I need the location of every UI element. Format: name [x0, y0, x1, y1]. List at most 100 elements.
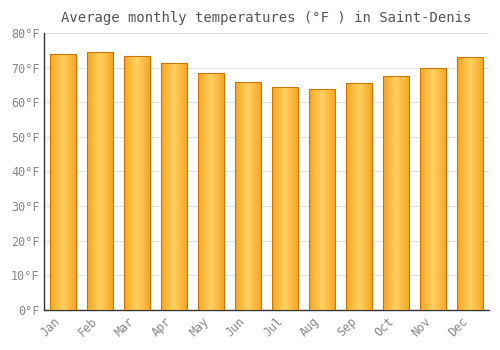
Bar	[198, 73, 224, 310]
Bar	[361, 83, 362, 310]
Bar	[95, 52, 96, 310]
Bar	[312, 89, 313, 310]
Bar	[368, 83, 369, 310]
Bar	[105, 52, 106, 310]
Bar	[178, 63, 180, 310]
Bar	[216, 73, 217, 310]
Bar	[161, 63, 162, 310]
Bar	[243, 82, 244, 310]
Bar	[440, 68, 441, 310]
Bar	[282, 87, 284, 310]
Bar	[124, 56, 150, 310]
Bar	[134, 56, 135, 310]
Bar	[128, 56, 130, 310]
Bar	[278, 87, 280, 310]
Bar	[145, 56, 146, 310]
Bar	[464, 57, 465, 310]
Bar	[475, 57, 476, 310]
Bar	[131, 56, 132, 310]
Bar	[421, 68, 422, 310]
Bar	[184, 63, 185, 310]
Bar	[254, 82, 256, 310]
Bar	[437, 68, 438, 310]
Bar	[223, 73, 224, 310]
Bar	[70, 54, 71, 310]
Bar	[213, 73, 214, 310]
Bar	[294, 87, 295, 310]
Bar	[330, 89, 332, 310]
Bar	[138, 56, 139, 310]
Bar	[352, 83, 353, 310]
Bar	[469, 57, 470, 310]
Bar	[91, 52, 92, 310]
Bar	[326, 89, 327, 310]
Bar	[210, 73, 211, 310]
Bar	[322, 89, 323, 310]
Bar	[400, 76, 401, 310]
Bar	[63, 54, 64, 310]
Bar	[133, 56, 134, 310]
Bar	[273, 87, 274, 310]
Bar	[58, 54, 59, 310]
Bar	[390, 76, 391, 310]
Bar	[217, 73, 218, 310]
Bar	[404, 76, 406, 310]
Bar	[161, 63, 187, 310]
Bar	[432, 68, 434, 310]
Bar	[384, 76, 409, 310]
Bar	[135, 56, 136, 310]
Bar	[144, 56, 145, 310]
Bar	[445, 68, 446, 310]
Bar	[401, 76, 402, 310]
Bar	[176, 63, 178, 310]
Bar	[402, 76, 403, 310]
Bar	[171, 63, 172, 310]
Bar	[221, 73, 222, 310]
Bar	[74, 54, 76, 310]
Bar	[239, 82, 240, 310]
Bar	[183, 63, 184, 310]
Bar	[104, 52, 105, 310]
Bar	[68, 54, 69, 310]
Bar	[393, 76, 394, 310]
Bar	[66, 54, 67, 310]
Bar	[167, 63, 168, 310]
Bar	[166, 63, 167, 310]
Bar	[96, 52, 97, 310]
Bar	[397, 76, 398, 310]
Bar	[180, 63, 181, 310]
Bar	[444, 68, 445, 310]
Bar	[479, 57, 480, 310]
Bar	[353, 83, 354, 310]
Bar	[212, 73, 213, 310]
Bar	[364, 83, 365, 310]
Bar	[143, 56, 144, 310]
Bar	[186, 63, 187, 310]
Bar	[365, 83, 366, 310]
Bar	[252, 82, 254, 310]
Bar	[350, 83, 351, 310]
Bar	[199, 73, 200, 310]
Bar	[328, 89, 330, 310]
Bar	[256, 82, 257, 310]
Bar	[141, 56, 142, 310]
Bar	[477, 57, 478, 310]
Bar	[65, 54, 66, 310]
Bar	[323, 89, 324, 310]
Bar	[467, 57, 468, 310]
Bar	[215, 73, 216, 310]
Bar	[169, 63, 170, 310]
Bar	[244, 82, 245, 310]
Bar	[235, 82, 261, 310]
Bar	[356, 83, 358, 310]
Bar	[172, 63, 173, 310]
Bar	[389, 76, 390, 310]
Bar	[311, 89, 312, 310]
Bar	[98, 52, 100, 310]
Bar	[430, 68, 432, 310]
Bar	[371, 83, 372, 310]
Bar	[367, 83, 368, 310]
Bar	[52, 54, 54, 310]
Bar	[439, 68, 440, 310]
Bar	[426, 68, 427, 310]
